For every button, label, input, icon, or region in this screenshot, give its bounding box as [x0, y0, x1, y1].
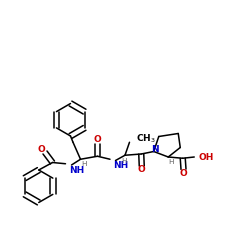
Text: NH: NH: [114, 161, 129, 170]
Text: O: O: [94, 135, 102, 144]
Text: O: O: [38, 146, 45, 154]
Text: NH: NH: [69, 166, 84, 175]
Text: H: H: [168, 158, 173, 164]
Text: O: O: [180, 168, 188, 177]
Text: H: H: [81, 161, 87, 167]
Text: OH: OH: [199, 152, 214, 162]
Text: H: H: [121, 158, 127, 164]
Text: N: N: [151, 145, 158, 154]
Text: O: O: [138, 166, 145, 174]
Text: CH$_3$: CH$_3$: [136, 132, 155, 145]
